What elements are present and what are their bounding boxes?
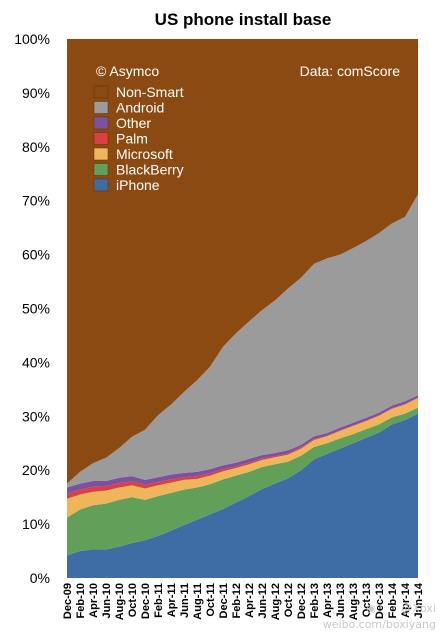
area-other <box>67 395 418 494</box>
legend-label-microsoft: Microsoft <box>116 146 173 162</box>
y-tick-label: 10% <box>22 516 50 532</box>
x-tick-label: Apr-11 <box>166 583 178 617</box>
x-tick-label: Oct-10 <box>127 583 139 617</box>
source-label: Data: comScore <box>300 63 401 79</box>
y-axis: 0% 10% 20% 30% 40% 50% 60% 70% 80% 90% 100% <box>14 31 50 586</box>
y-tick-label: 0% <box>30 570 50 586</box>
legend: Non-SmartAndroidOtherPalmMicrosoftBlackB… <box>93 84 184 193</box>
x-axis: Dec-09 Feb-10 Apr-10 Jun-10 Aug-10 Oct-10 Dec-… <box>62 582 425 620</box>
x-tick-label: Aug-12 <box>270 583 282 620</box>
x-tick-label: Apr-10 <box>88 583 100 618</box>
area-non-smart <box>67 39 418 484</box>
legend-swatch-blackberry <box>93 163 109 176</box>
watermark-site: weibo.com/boxiyang <box>323 618 436 631</box>
legend-swatch-iphone <box>93 178 109 192</box>
x-tick-label: Jun-14 <box>413 582 425 618</box>
x-tick-label: Jun-12 <box>257 583 269 618</box>
x-tick-label: Oct-11 <box>205 583 217 617</box>
legend-swatch-palm <box>93 132 109 145</box>
x-tick-label: Jun-13 <box>335 583 347 618</box>
legend-swatch-non-smart <box>93 85 109 99</box>
legend-label-other: Other <box>116 115 151 131</box>
x-tick-label: Aug-13 <box>348 583 360 620</box>
area-palm <box>67 397 418 499</box>
x-tick-label: Oct-12 <box>283 583 295 617</box>
y-tick-label: 80% <box>22 139 50 155</box>
x-tick-label: Feb-14 <box>387 582 399 618</box>
x-tick-label: Feb-12 <box>231 583 243 618</box>
area-iphone <box>67 413 418 578</box>
legend-swatch-other <box>93 116 109 130</box>
legend-swatch-android <box>93 101 109 114</box>
x-tick-label: Feb-10 <box>75 583 87 618</box>
legend-label-non-smart: Non-Smart <box>116 84 184 100</box>
legend-label-iphone: iPhone <box>116 177 160 193</box>
x-tick-label: Apr-13 <box>322 583 334 618</box>
watermark: ◉ @Xoxi weibo.com/boxiyang <box>323 602 436 631</box>
area-android <box>67 194 418 488</box>
y-tick-label: 90% <box>22 85 50 101</box>
x-tick-label: Dec-10 <box>140 583 152 619</box>
weibo-logo-icon: ◉ <box>366 602 376 615</box>
legend-label-palm: Palm <box>116 131 148 147</box>
x-tick-label: Aug-11 <box>192 583 204 620</box>
x-tick-label: Oct-13 <box>361 583 373 617</box>
x-tick-label: Dec-13 <box>374 583 386 619</box>
x-tick-label: Feb-11 <box>153 583 165 618</box>
y-tick-label: 50% <box>22 301 50 317</box>
x-tick-label: Aug-10 <box>114 583 126 620</box>
area-blackberry <box>67 407 418 556</box>
stacked-areas <box>67 39 418 578</box>
x-tick-label: Jun-11 <box>179 583 191 618</box>
y-tick-label: 70% <box>22 193 50 209</box>
x-tick-label: Dec-11 <box>218 583 230 618</box>
x-tick-label: Feb-13 <box>309 583 321 618</box>
x-tick-label: Apr-14 <box>400 582 412 618</box>
x-tick-label: Jun-10 <box>101 583 113 618</box>
x-tick-label: Dec-09 <box>62 583 74 619</box>
area-microsoft <box>67 397 418 518</box>
legend-swatch-microsoft <box>93 147 109 161</box>
x-tick-label: Dec-12 <box>296 583 308 619</box>
y-tick-label: 40% <box>22 354 50 370</box>
legend-label-android: Android <box>116 100 164 116</box>
watermark-handle: @Xoxi <box>402 602 437 615</box>
chart-title: US phone install base <box>155 10 332 29</box>
credit-label: © Asymco <box>96 63 159 79</box>
y-tick-label: 60% <box>22 247 50 263</box>
y-tick-label: 30% <box>22 408 50 424</box>
y-tick-label: 20% <box>22 462 50 478</box>
y-tick-label: 100% <box>14 31 50 47</box>
legend-label-blackberry: BlackBerry <box>116 162 184 178</box>
x-tick-label: Apr-12 <box>244 583 256 618</box>
